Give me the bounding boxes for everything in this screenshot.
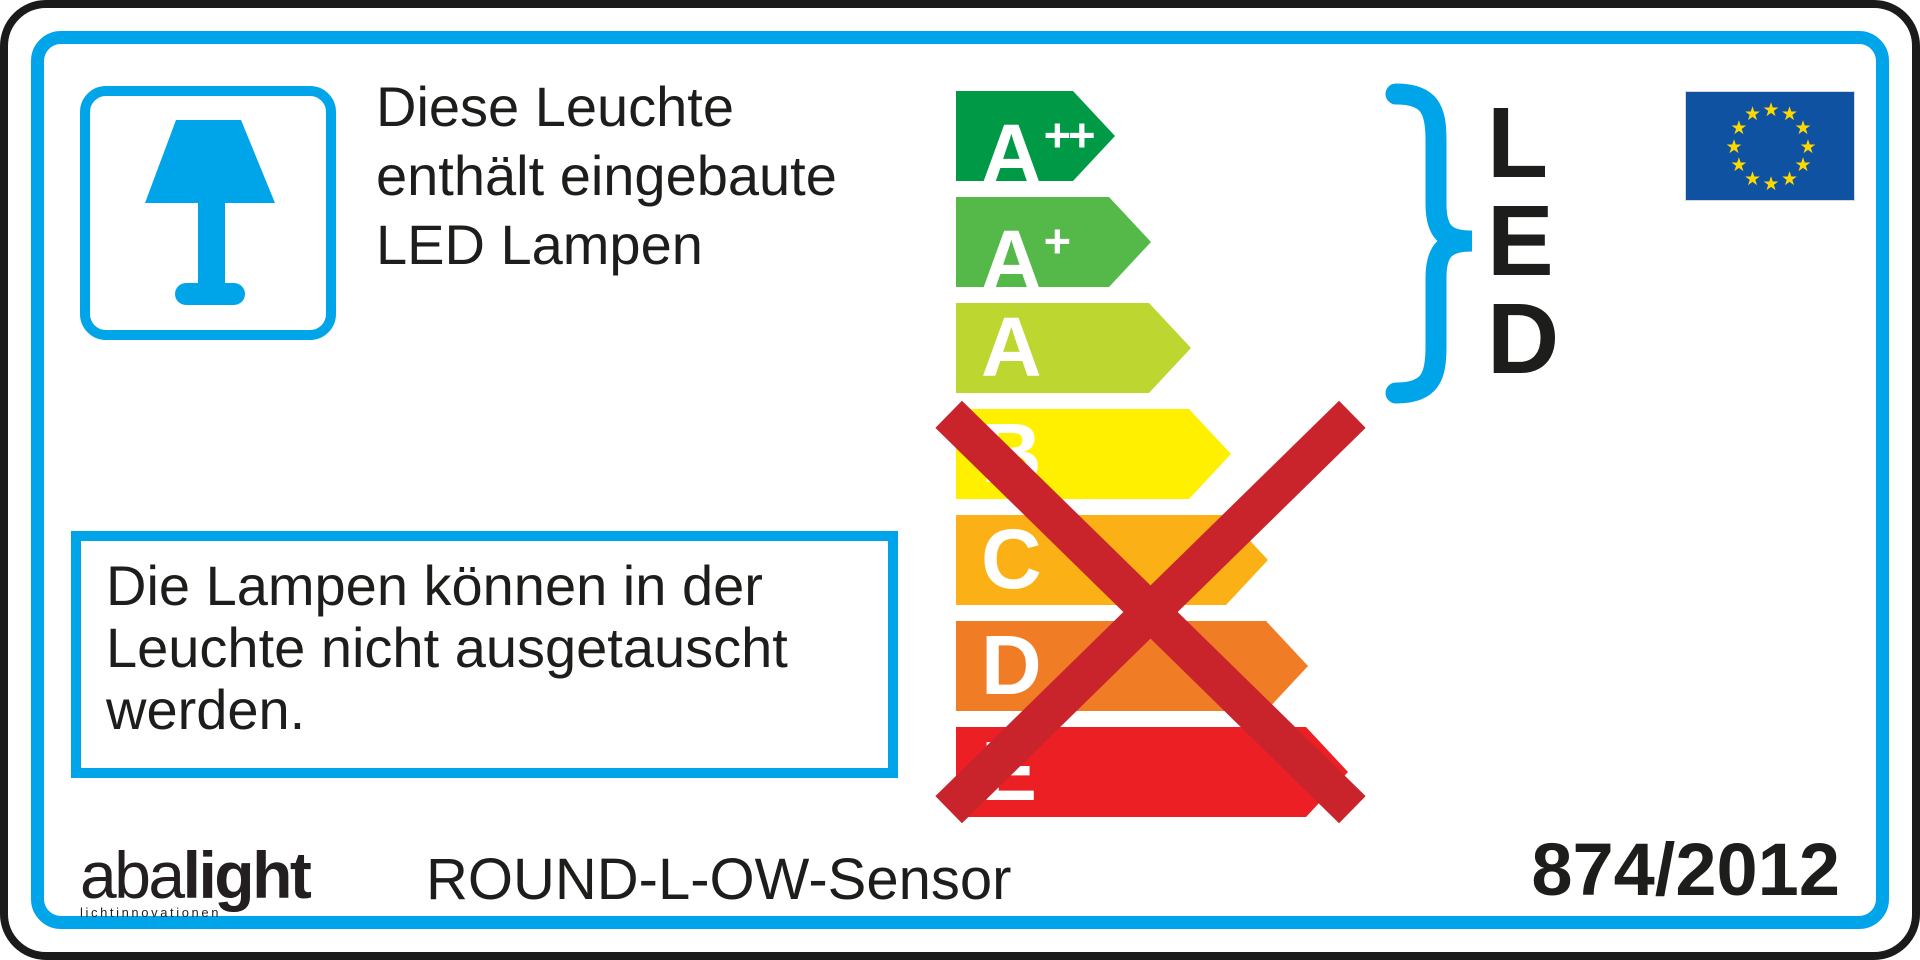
headline-line: LED Lampen: [376, 213, 703, 276]
eu-star-icon: ★: [1730, 154, 1748, 176]
led-letter: E: [1487, 185, 1554, 297]
eu-flag-icon: ★ ★ ★ ★ ★ ★ ★ ★ ★ ★ ★ ★: [1685, 91, 1855, 201]
eu-star-icon: ★: [1743, 167, 1762, 190]
note-line: werden.: [106, 678, 306, 741]
eu-star-icon: ★: [1794, 117, 1812, 139]
led-letter: D: [1487, 283, 1560, 395]
eu-star-icon: ★: [1799, 135, 1817, 158]
brand-suffix: light: [182, 838, 312, 912]
brand-tagline: lichtinnovationen: [80, 905, 222, 920]
headline-line: Diese Leuchte: [376, 75, 735, 138]
model-name: ROUND-L-OW-Sensor: [426, 847, 1012, 912]
headline-line: enthält eingebaute: [376, 144, 837, 207]
brand-logo: abalight lichtinnovationen: [80, 842, 312, 920]
eu-star-icon: ★: [1730, 117, 1748, 139]
lamps-not-replaceable-box: Die Lampen können in der Leuchte nicht a…: [71, 531, 898, 778]
note-line: Die Lampen können in der: [106, 554, 763, 617]
eu-star-icon: ★: [1762, 98, 1780, 121]
led-letter: L: [1487, 87, 1549, 199]
table-lamp-icon: [145, 120, 275, 305]
eu-star-icon: ★: [1762, 172, 1780, 195]
contains-led-headline: Diese Leuchte enthält eingebaute LED Lam…: [376, 72, 837, 279]
eu-star-icon: ★: [1780, 103, 1799, 126]
energy-class-arrow-A+: A+: [956, 197, 1151, 287]
eu-star-icon: ★: [1725, 135, 1743, 158]
regulation-number: 874/2012: [1531, 828, 1840, 911]
eu-star-icon: ★: [1794, 154, 1812, 176]
energy-class-arrow-A++: A++: [956, 91, 1115, 181]
brand-name: abalight: [80, 842, 312, 908]
lamps-not-replaceable-text: Die Lampen können in der Leuchte nicht a…: [106, 555, 788, 741]
note-line: Leuchte nicht ausgetauscht: [106, 616, 788, 679]
eu-star-icon: ★: [1780, 167, 1799, 190]
energy-class-arrow-A: A: [956, 303, 1191, 393]
eu-star-icon: ★: [1743, 103, 1762, 126]
lamp-icon-box: [80, 86, 336, 340]
brace-icon: [1385, 83, 1473, 404]
brand-prefix: aba: [80, 838, 185, 912]
